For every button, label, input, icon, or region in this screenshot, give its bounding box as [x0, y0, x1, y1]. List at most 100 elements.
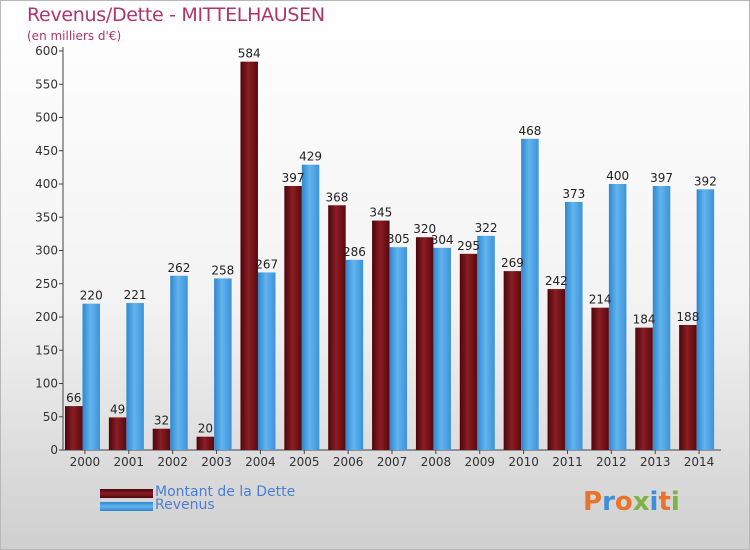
bar-debt-2005	[284, 185, 302, 450]
bar-debt-2007	[372, 220, 390, 450]
y-tick-label: 0	[50, 443, 58, 457]
y-tick-label: 350	[35, 210, 58, 224]
bar-revenue-2010	[521, 138, 539, 450]
data-label: 184	[633, 313, 656, 327]
logo-letter: i	[670, 487, 680, 517]
data-label: 304	[431, 233, 454, 247]
bar-debt-2012	[591, 307, 609, 450]
data-labels: 66 220 49 221 32 262 20 258 584 267 397 429 368 286 34…	[66, 47, 717, 436]
bar-revenue-2011	[565, 201, 583, 450]
data-label: 397	[650, 171, 673, 185]
logo-letter: P	[583, 487, 603, 517]
data-label: 295	[457, 239, 480, 253]
legend-label-debt: Montant de la Dette	[155, 484, 296, 500]
data-label: 397	[282, 171, 305, 185]
x-tick-label: 2013	[640, 455, 671, 469]
legend-swatch-debt	[100, 489, 153, 498]
data-label: 429	[299, 150, 322, 164]
y-tick-label: 550	[35, 77, 58, 91]
data-label: 368	[325, 190, 348, 204]
x-tick-label: 2001	[114, 455, 145, 469]
bar-revenue-2006	[345, 259, 364, 450]
data-label: 242	[545, 274, 568, 288]
bar-revenue-2014	[696, 189, 715, 450]
x-tick-label: 2011	[552, 455, 583, 469]
data-label: 221	[124, 288, 147, 302]
y-tick-label: 500	[35, 111, 58, 125]
x-tick-label: 2009	[464, 455, 495, 469]
y-tick-label: 600	[35, 44, 58, 58]
data-label: 258	[211, 263, 234, 277]
data-label: 468	[518, 124, 541, 138]
data-label: 373	[562, 187, 585, 201]
y-tick-label: 200	[35, 310, 58, 324]
bar-revenue-2008	[433, 247, 451, 450]
x-tick-label: 2010	[508, 455, 539, 469]
bar-revenue-2007	[389, 247, 408, 450]
proxiti-logo: Proxiti	[583, 487, 680, 517]
x-tick-label: 2004	[245, 455, 276, 469]
data-label: 20	[198, 422, 213, 436]
logo-letter: r	[602, 487, 615, 517]
logo-letter: o	[614, 487, 633, 517]
bar-debt-2009	[459, 253, 478, 450]
bar-debt-2013	[635, 327, 653, 450]
logo-letter: x	[632, 487, 650, 517]
y-tick-label: 150	[35, 343, 58, 357]
data-label: 269	[501, 256, 524, 270]
x-tick-label: 2005	[289, 455, 320, 469]
x-tick-label: 2007	[377, 455, 408, 469]
bar-revenue-2001	[126, 303, 144, 450]
legend-label-revenue: Revenus	[155, 497, 215, 513]
y-tick-label: 450	[35, 144, 58, 158]
bar-revenue-2003	[214, 278, 232, 450]
y-tick-label: 300	[35, 244, 58, 258]
bar-debt-2011	[547, 289, 566, 450]
data-label: 400	[606, 169, 629, 183]
data-label: 267	[255, 257, 278, 271]
chart-subtitle: (en milliers d'€)	[27, 29, 122, 43]
data-label: 49	[110, 402, 125, 416]
legend-swatch-revenue	[100, 502, 153, 511]
data-label: 320	[413, 222, 436, 236]
bar-revenue-2002	[170, 275, 188, 450]
data-label: 262	[168, 261, 191, 275]
x-tick-label: 2000	[70, 455, 101, 469]
bar-revenue-2005	[301, 164, 320, 450]
data-label: 584	[238, 47, 261, 61]
y-tick-label: 400	[35, 177, 58, 191]
bar-revenue-2004	[257, 272, 276, 450]
x-tick-label: 2006	[333, 455, 364, 469]
chart-title: Revenus/Dette - MITTELHAUSEN	[27, 4, 325, 26]
bar-debt-2002	[152, 428, 171, 450]
bar-debt-2001	[108, 417, 127, 450]
logo-letter: t	[658, 487, 671, 517]
data-label: 345	[369, 206, 392, 220]
bar-debt-2006	[328, 205, 346, 450]
data-label: 322	[475, 221, 498, 235]
data-label: 66	[66, 391, 81, 405]
data-label: 305	[387, 232, 410, 246]
y-tick-label: 50	[43, 410, 58, 424]
data-label: 214	[589, 293, 612, 307]
logo-letter: i	[649, 487, 659, 517]
data-label: 220	[80, 289, 103, 303]
bar-debt-2000	[65, 406, 83, 450]
data-label: 188	[676, 310, 699, 324]
axes: 0 50 100 150 200 250 300 350 400 450 500 550 600 2000…	[35, 44, 721, 469]
data-label: 392	[694, 174, 717, 188]
x-tick-label: 2012	[596, 455, 627, 469]
bar-revenue-2013	[652, 185, 671, 450]
data-label: 32	[154, 414, 169, 428]
bars	[65, 61, 715, 450]
bar-revenue-2012	[608, 184, 627, 450]
x-tick-label: 2002	[157, 455, 188, 469]
x-tick-label: 2014	[684, 455, 715, 469]
bar-debt-2014	[679, 324, 697, 450]
y-tick-label: 250	[35, 277, 58, 291]
y-tick-label: 100	[35, 377, 58, 391]
bar-debt-2010	[503, 271, 522, 450]
bar-debt-2004	[240, 61, 258, 450]
bar-debt-2008	[415, 237, 434, 450]
